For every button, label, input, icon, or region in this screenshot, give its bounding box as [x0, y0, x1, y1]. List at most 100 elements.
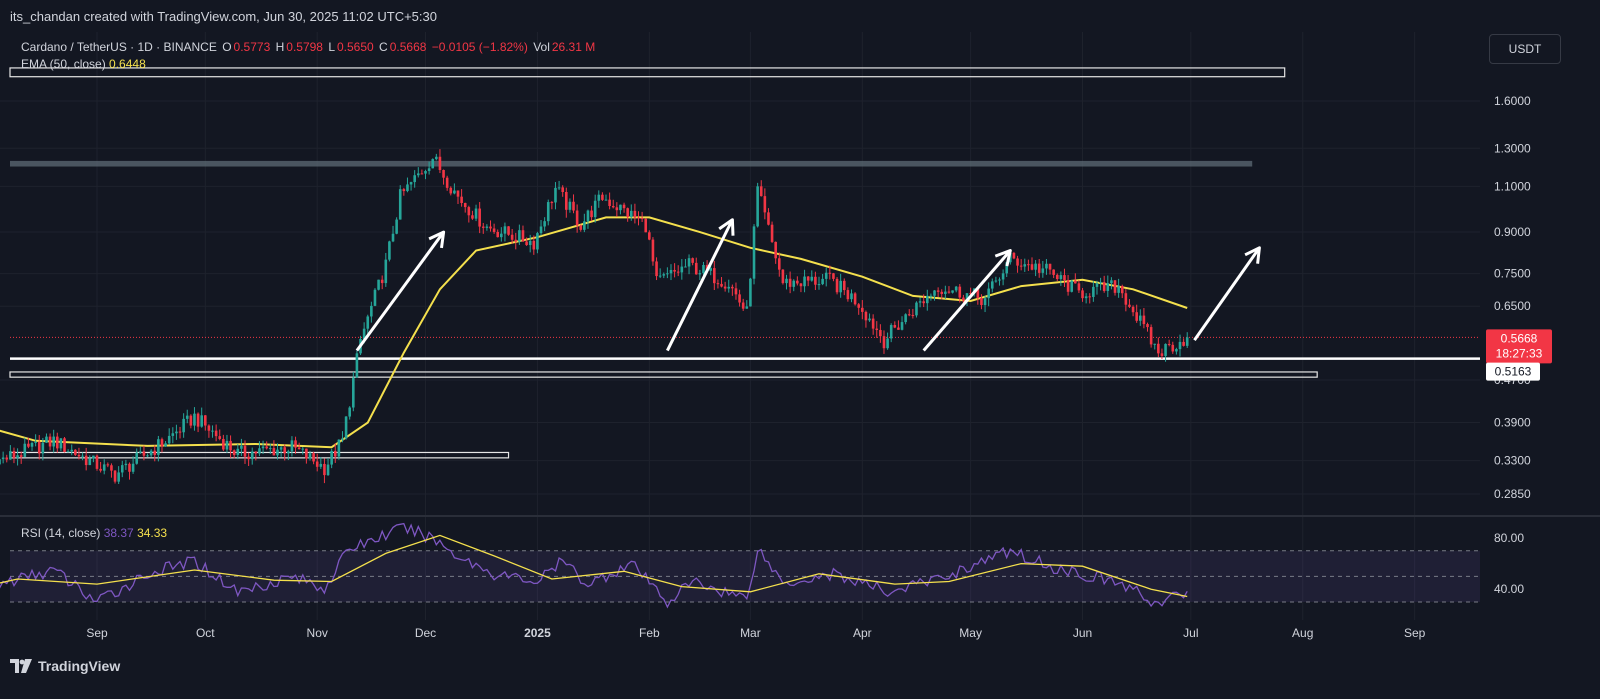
candle-body	[864, 311, 868, 321]
candle-body	[211, 430, 214, 432]
price-tick-label: 0.7500	[1494, 267, 1531, 281]
candle-body	[236, 448, 240, 455]
candle-body	[341, 438, 344, 440]
candle-body	[998, 279, 1001, 281]
candle-body	[128, 463, 131, 472]
candle-body	[352, 377, 355, 408]
candle-body	[290, 440, 294, 452]
candle-body	[1001, 273, 1005, 280]
candle-body	[918, 301, 922, 303]
trend-arrow	[355, 231, 445, 352]
candle-body	[904, 314, 907, 323]
candle-body	[1034, 263, 1037, 270]
candle-body	[604, 199, 608, 201]
candle-body	[980, 298, 983, 306]
candle-body	[759, 186, 763, 197]
candle-body	[933, 290, 936, 296]
candle-body	[832, 273, 835, 279]
symbol-name: Cardano / TetherUS · 1D · BINANCE	[21, 40, 217, 54]
candle-body	[229, 440, 232, 451]
price-tick-label: 0.9000	[1494, 225, 1531, 239]
candle-body	[593, 200, 597, 218]
candle-body	[781, 269, 785, 284]
candle-body	[709, 268, 712, 271]
candle-body	[305, 448, 308, 459]
candle-body	[583, 221, 586, 230]
candle-body	[579, 225, 583, 230]
candle-body	[951, 290, 954, 293]
candle-body	[160, 439, 164, 447]
candle-body	[1124, 293, 1128, 305]
open-label: O	[222, 40, 232, 54]
candle-body	[738, 294, 741, 303]
candle-body	[63, 438, 66, 452]
time-axis[interactable]: Sep Oct Nov Dec 2025 Feb Mar Apr May Jun Jul Aug Sep	[86, 626, 1425, 640]
candle-body	[1178, 341, 1182, 350]
change-value: −0.0105 (−1.82%)	[431, 40, 528, 54]
candle-body	[1088, 296, 1092, 298]
candle-body	[1074, 280, 1077, 284]
candle-body	[175, 431, 178, 434]
candle-body	[398, 189, 402, 220]
candle-body	[799, 283, 803, 287]
rsi-pane	[0, 522, 1480, 609]
currency-button[interactable]: USDT	[1489, 34, 1561, 64]
rsi-legend-label: RSI (14, close)	[21, 526, 101, 540]
candle-body	[9, 451, 12, 460]
ema-legend[interactable]: EMA (50, close) 0.6448	[21, 57, 146, 71]
candle-body	[362, 328, 366, 339]
candle-body	[1138, 315, 1142, 321]
candle-body	[287, 451, 290, 454]
candle-body	[702, 265, 705, 274]
candle-body	[777, 258, 781, 270]
candle-body	[723, 286, 727, 289]
candle-body	[911, 314, 915, 316]
trend-arrows	[355, 218, 1261, 352]
candle-body	[842, 280, 846, 291]
tradingview-logo[interactable]: TradingView	[10, 658, 120, 674]
candle-body	[684, 266, 687, 268]
candle-body	[164, 443, 167, 447]
candle-body	[453, 190, 456, 194]
candle-body	[171, 433, 175, 436]
symbol-legend[interactable]: Cardano / TetherUS · 1D · BINANCE O 0.577…	[21, 40, 597, 54]
rsi-legend[interactable]: RSI (14, close) 38.37 34.33	[21, 526, 167, 540]
candle-body	[810, 276, 814, 281]
candle-body	[435, 156, 438, 160]
candle-body	[30, 442, 34, 447]
time-tick-label: Oct	[196, 626, 215, 640]
candle-body	[929, 295, 933, 297]
candle-body	[373, 289, 377, 306]
time-tick-label: Sep	[86, 626, 108, 640]
candle-body	[590, 210, 593, 218]
candle-body	[565, 191, 568, 210]
candle-body	[268, 448, 272, 450]
candle-body	[900, 322, 904, 330]
candle-body	[153, 450, 157, 455]
time-tick-label: Feb	[639, 626, 660, 640]
low-label: L	[328, 40, 335, 54]
price-axis[interactable]: 1.60001.30001.10000.90000.75000.65000.47…	[1494, 94, 1531, 596]
candle-body	[84, 455, 88, 466]
candle-body	[691, 258, 694, 263]
candle-body	[102, 464, 106, 471]
candle-body	[193, 413, 196, 426]
time-tick-label: Jul	[1183, 626, 1198, 640]
candle-body	[767, 212, 770, 225]
time-tick-label: Apr	[853, 626, 872, 640]
candle-body	[752, 226, 756, 279]
candle-body	[539, 226, 543, 234]
candle-body	[936, 290, 940, 292]
candle-body	[41, 442, 45, 454]
candle-body	[463, 203, 467, 208]
ema-legend-value: 0.6448	[109, 57, 146, 71]
candle-body	[471, 215, 474, 219]
candle-body	[120, 465, 124, 473]
candle-body	[445, 177, 449, 188]
candle-body	[514, 239, 518, 242]
current-price-value: 0.5668	[1501, 331, 1538, 345]
candle-body	[871, 318, 875, 329]
candle-body	[1045, 263, 1048, 269]
candle-body	[792, 280, 796, 287]
